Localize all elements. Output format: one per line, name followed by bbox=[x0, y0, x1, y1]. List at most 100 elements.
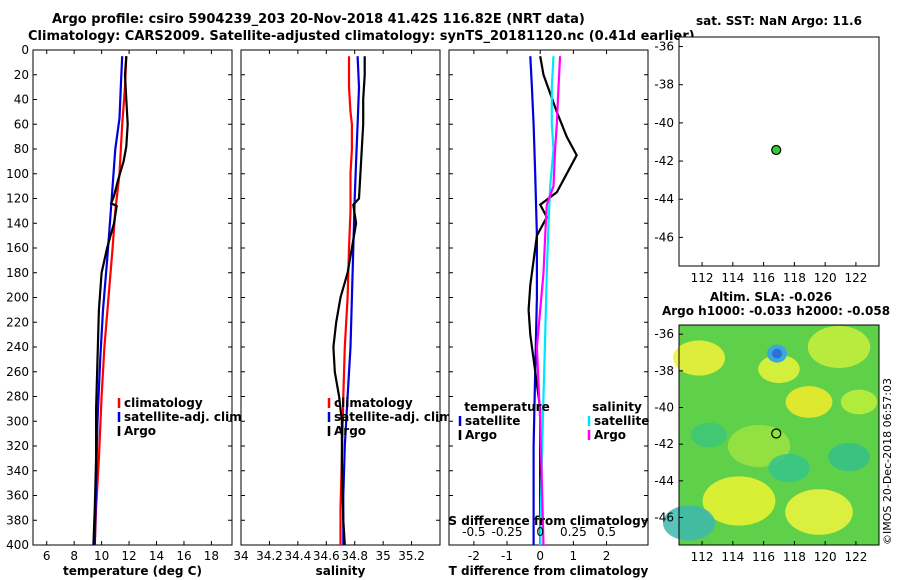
heatmap-blob bbox=[758, 354, 800, 384]
x-tick-label-temperature: 16 bbox=[176, 549, 191, 563]
plot-frame-temperature bbox=[32, 49, 233, 546]
heatmap-blob bbox=[768, 453, 810, 483]
x-tick-label-difference: -2 bbox=[468, 549, 480, 563]
y-tick-label: 0 bbox=[21, 43, 29, 57]
y-tick-label: 260 bbox=[6, 365, 29, 379]
legend-temp-title: temperature bbox=[464, 400, 549, 414]
map-x-tick-label-sst_map: 118 bbox=[783, 271, 806, 285]
legend-label-salinity-1: satellite-adj. clim. bbox=[334, 410, 456, 424]
x-axis-label-temperature: temperature (deg C) bbox=[63, 564, 202, 578]
y-tick-label: 380 bbox=[6, 513, 29, 527]
map-frame-sla_map bbox=[678, 324, 880, 546]
x-tick-label-difference: -1 bbox=[501, 549, 513, 563]
s-axis-label: S difference from climatology bbox=[448, 514, 648, 528]
y-tick-label: 100 bbox=[6, 167, 29, 181]
series-line-temperature-climatology bbox=[93, 56, 128, 546]
heatmap-blob bbox=[702, 476, 776, 526]
y-tick-label: 220 bbox=[6, 315, 29, 329]
heatmap-blob bbox=[840, 389, 878, 415]
map-x-tick-label-sla_map: 120 bbox=[814, 550, 837, 564]
series-line-salinity-satellite-adj--clim- bbox=[342, 56, 361, 545]
heatmap-blob bbox=[690, 422, 728, 448]
s-tick-label: -0.25 bbox=[492, 525, 523, 539]
map-x-tick-label-sst_map: 114 bbox=[721, 271, 744, 285]
series-line-salinity-argo bbox=[332, 56, 366, 546]
legend-sal-label-1: Argo bbox=[594, 428, 626, 442]
map-y-tick-label-sla_map: -40 bbox=[654, 401, 674, 415]
legend-label-salinity-2: Argo bbox=[334, 424, 366, 438]
legend-sal-label-0: satellite bbox=[594, 414, 649, 428]
x-tick-label-temperature: 6 bbox=[43, 549, 51, 563]
figure-title-line-1: Argo profile: csiro 5904239_203 20-Nov-2… bbox=[52, 12, 585, 27]
series-line-difference-s-argo bbox=[535, 56, 562, 546]
legend-sal-title: salinity bbox=[592, 400, 642, 414]
legend-temp-label-1: Argo bbox=[465, 428, 497, 442]
y-tick-label: 120 bbox=[6, 192, 29, 206]
x-tick-label-difference: 0 bbox=[536, 549, 544, 563]
x-tick-label-salinity: 35 bbox=[376, 549, 391, 563]
y-tick-label: 200 bbox=[6, 291, 29, 305]
map-y-tick-label-sla_map: -46 bbox=[654, 511, 674, 525]
sla-map-title-1: Altim. SLA: -0.026 bbox=[710, 290, 832, 304]
heatmap-blob bbox=[727, 424, 791, 468]
figure-title-line-2: Climatology: CARS2009. Satellite-adjuste… bbox=[28, 29, 695, 44]
x-tick-label-difference: 2 bbox=[603, 549, 611, 563]
map-y-tick-label-sst_map: -40 bbox=[654, 116, 674, 130]
y-tick-label: 60 bbox=[14, 117, 29, 131]
x-tick-label-temperature: 10 bbox=[94, 549, 109, 563]
y-tick-label: 360 bbox=[6, 489, 29, 503]
heatmap-blob bbox=[785, 386, 833, 418]
y-tick-label: 400 bbox=[6, 538, 29, 552]
x-tick-label-temperature: 12 bbox=[121, 549, 136, 563]
y-tick-label: 300 bbox=[6, 414, 29, 428]
heatmap-blob-deep bbox=[772, 348, 782, 359]
map-x-tick-label-sst_map: 116 bbox=[752, 271, 775, 285]
sla-map-title-2: Argo h1000: -0.033 h2000: -0.058 bbox=[662, 304, 890, 318]
x-tick-label-salinity: 34 bbox=[233, 549, 248, 563]
map-x-tick-label-sst_map: 122 bbox=[844, 271, 867, 285]
y-tick-label: 40 bbox=[14, 93, 29, 107]
series-line-temperature-argo bbox=[92, 56, 129, 546]
x-tick-label-temperature: 8 bbox=[70, 549, 78, 563]
map-y-tick-label-sst_map: -36 bbox=[654, 40, 674, 54]
imos-watermark: ©IMOS 20-Dec-2018 06:57:03 bbox=[881, 378, 894, 545]
map-x-tick-label-sla_map: 112 bbox=[691, 550, 714, 564]
x-tick-label-salinity: 34.6 bbox=[313, 549, 340, 563]
s-tick-label: 0 bbox=[536, 525, 544, 539]
x-tick-label-salinity: 34.4 bbox=[284, 549, 311, 563]
y-tick-label: 240 bbox=[6, 340, 29, 354]
y-tick-label: 80 bbox=[14, 142, 29, 156]
legend-label-temperature-0: climatology bbox=[124, 396, 203, 410]
x-tick-label-temperature: 18 bbox=[204, 549, 219, 563]
argo-position-marker-sla bbox=[771, 428, 782, 439]
map-x-tick-label-sst_map: 120 bbox=[814, 271, 837, 285]
legend-temp-label-0: satellite bbox=[465, 414, 520, 428]
legend-label-temperature-1: satellite-adj. clim. bbox=[124, 410, 246, 424]
y-tick-label: 20 bbox=[14, 68, 29, 82]
y-tick-label: 320 bbox=[6, 439, 29, 453]
x-tick-label-salinity: 34.2 bbox=[256, 549, 283, 563]
y-tick-label: 160 bbox=[6, 241, 29, 255]
y-tick-label: 280 bbox=[6, 390, 29, 404]
sst-map-title: sat. SST: NaN Argo: 11.6 bbox=[696, 14, 862, 28]
map-y-tick-label-sla_map: -36 bbox=[654, 327, 674, 341]
x-axis-label-difference: T difference from climatology bbox=[449, 564, 649, 578]
map-frame-sst_map bbox=[678, 36, 880, 267]
map-y-tick-label-sla_map: -38 bbox=[654, 364, 674, 378]
map-y-tick-label-sst_map: -38 bbox=[654, 78, 674, 92]
y-tick-label: 340 bbox=[6, 464, 29, 478]
heatmap-blob bbox=[785, 489, 853, 535]
x-tick-label-salinity: 35.2 bbox=[398, 549, 425, 563]
legend-label-temperature-2: Argo bbox=[124, 424, 156, 438]
y-tick-label: 180 bbox=[6, 266, 29, 280]
map-x-tick-label-sst_map: 112 bbox=[691, 271, 714, 285]
x-tick-label-salinity: 34.8 bbox=[341, 549, 368, 563]
x-tick-label-temperature: 14 bbox=[149, 549, 164, 563]
map-x-tick-label-sla_map: 118 bbox=[783, 550, 806, 564]
s-tick-label: -0.5 bbox=[462, 525, 485, 539]
s-tick-label: 0.5 bbox=[597, 525, 616, 539]
y-tick-label: 140 bbox=[6, 216, 29, 230]
heatmap-blob bbox=[828, 442, 870, 472]
map-y-tick-label-sst_map: -44 bbox=[654, 192, 674, 206]
